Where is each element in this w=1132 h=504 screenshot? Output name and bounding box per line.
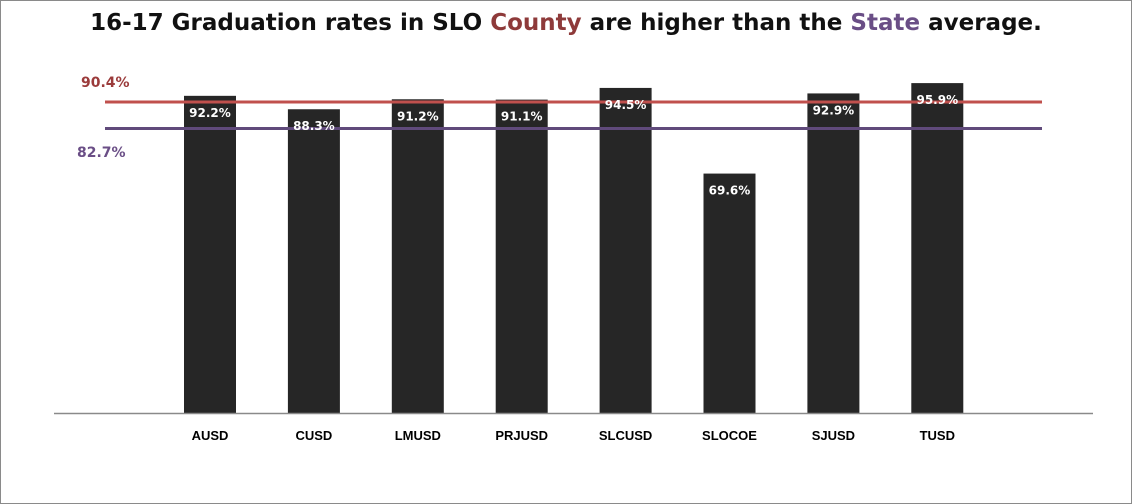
- data-label-prjusd: 91.1%: [501, 110, 543, 124]
- bar-sjusd: [807, 93, 860, 413]
- bar-slcusd: [599, 87, 652, 414]
- bar-lmusd: [391, 99, 444, 413]
- data-label-lmusd: 91.2%: [397, 109, 439, 123]
- title-part-plain: 16-17 Graduation rates in SLO: [90, 10, 491, 36]
- x-tick-label-prjusd: PRJUSD: [495, 428, 548, 443]
- bar-ausd: [184, 95, 236, 413]
- x-tick-label-cusd: CUSD: [295, 428, 332, 443]
- title-part-plain: average.: [920, 10, 1042, 36]
- x-tick-label-ausd: AUSD: [192, 428, 229, 443]
- bar-slocoe: [703, 173, 756, 413]
- bar-prjusd: [495, 99, 548, 413]
- data-label-slcusd: 94.5%: [605, 98, 647, 112]
- bar-tusd: [911, 83, 964, 413]
- title-part-county: County: [490, 10, 582, 36]
- data-label-slocoe: 69.6%: [709, 184, 751, 198]
- x-tick-label-sjusd: SJUSD: [812, 428, 855, 443]
- data-label-cusd: 88.3%: [293, 119, 335, 133]
- reference-label-state: 82.7%: [77, 145, 126, 161]
- chart-title: 16-17 Graduation rates in SLO County are…: [0, 10, 1132, 36]
- title-part-state: State: [850, 10, 921, 36]
- x-tick-label-slocoe: SLOCOE: [702, 428, 757, 443]
- x-tick-label-tusd: TUSD: [920, 428, 955, 443]
- bar-cusd: [287, 109, 340, 414]
- reference-label-county: 90.4%: [81, 75, 130, 91]
- data-label-sjusd: 92.9%: [813, 103, 855, 117]
- x-tick-label-slcusd: SLCUSD: [599, 428, 652, 443]
- data-label-tusd: 95.9%: [916, 93, 958, 107]
- title-part-plain: are higher than the: [581, 10, 851, 36]
- x-tick-label-lmusd: LMUSD: [395, 428, 441, 443]
- data-label-ausd: 92.2%: [189, 106, 231, 120]
